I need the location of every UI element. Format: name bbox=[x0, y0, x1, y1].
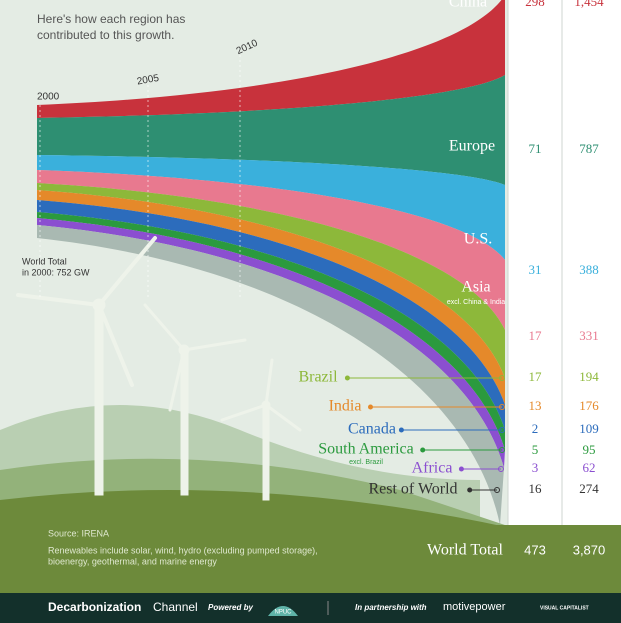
stream-band bbox=[37, 200, 505, 430]
value-2023: 95 bbox=[583, 442, 596, 457]
value-2023: 109 bbox=[579, 421, 599, 436]
value-2000: 71 bbox=[529, 141, 542, 156]
npuc: NPUC bbox=[274, 610, 292, 616]
stream-band bbox=[37, 170, 505, 330]
total-2000: 473 bbox=[524, 542, 546, 557]
powered: Powered by bbox=[208, 603, 253, 612]
stream-band bbox=[37, 155, 505, 260]
value-2000: 31 bbox=[529, 262, 542, 277]
value-2000: 298 bbox=[525, 0, 545, 9]
turbines bbox=[16, 236, 302, 501]
region-label: South America bbox=[318, 441, 414, 458]
leader-dot bbox=[499, 447, 505, 453]
region-label: China bbox=[449, 0, 487, 11]
npuc-logo bbox=[268, 606, 298, 616]
stream-band bbox=[37, 225, 504, 525]
region-sub: excl. China & India bbox=[447, 299, 505, 306]
leader-dot bbox=[499, 427, 505, 433]
leader-dot bbox=[498, 466, 504, 472]
value-2000: 16 bbox=[529, 481, 543, 496]
ground bbox=[0, 525, 621, 593]
value-2000: 3 bbox=[532, 460, 539, 475]
value-2000: 2 bbox=[532, 421, 539, 436]
value-2000: 17 bbox=[529, 369, 543, 384]
world-2000: World Total bbox=[22, 256, 67, 266]
stream-band bbox=[37, 183, 505, 378]
motive: motivepower bbox=[443, 601, 506, 613]
subtitle: Here's how each region has bbox=[37, 12, 185, 26]
value-2023: 331 bbox=[579, 328, 599, 343]
region-label: Africa bbox=[412, 460, 453, 477]
stream-band bbox=[37, 212, 505, 450]
region-label: Asia bbox=[461, 279, 490, 296]
note: bioenergy, geothermal, and marine energy bbox=[48, 556, 217, 566]
region-label: U.S. bbox=[464, 231, 492, 248]
world-2000: in 2000: 752 GW bbox=[22, 267, 90, 277]
region-sub: excl. Brazil bbox=[349, 459, 383, 466]
value-2023: 274 bbox=[579, 481, 599, 496]
leader-dot bbox=[499, 404, 505, 410]
brand: Channel bbox=[153, 600, 198, 614]
stream-band bbox=[37, 75, 505, 185]
year-label: 2000 bbox=[37, 92, 60, 103]
total-2023: 3,870 bbox=[573, 542, 606, 557]
value-2023: 176 bbox=[579, 398, 599, 413]
year-label: 2005 bbox=[136, 73, 160, 88]
note: Renewables include solar, wind, hydro (e… bbox=[48, 545, 318, 555]
region-label: India bbox=[329, 398, 362, 415]
value-2023: 194 bbox=[579, 369, 599, 384]
footer-bar bbox=[0, 593, 621, 623]
region-label: Rest of World bbox=[368, 481, 457, 498]
stream-band bbox=[37, 0, 505, 118]
region-label: Europe bbox=[449, 138, 495, 155]
value-2023: 62 bbox=[583, 460, 596, 475]
leader-dot bbox=[499, 375, 505, 381]
total-label: World Total bbox=[427, 542, 504, 559]
subtitle: contributed to this growth. bbox=[37, 28, 174, 42]
region-label: Canada bbox=[348, 421, 396, 438]
stream-band bbox=[37, 190, 505, 405]
partner: In partnership with bbox=[355, 603, 427, 612]
vc: VISUAL CAPITALIST bbox=[540, 605, 589, 611]
value-2000: 17 bbox=[529, 328, 543, 343]
ground bbox=[0, 490, 520, 530]
leader-dot bbox=[494, 487, 500, 493]
value-2023: 1,454 bbox=[574, 0, 604, 9]
value-2023: 388 bbox=[579, 262, 599, 277]
brand: Decarbonization bbox=[48, 600, 141, 614]
value-2000: 5 bbox=[532, 442, 539, 457]
region-label: Brazil bbox=[298, 369, 338, 386]
source: Source: IRENA bbox=[48, 528, 109, 538]
table-bg bbox=[508, 0, 621, 530]
value-2000: 13 bbox=[529, 398, 542, 413]
stream-band bbox=[37, 218, 505, 468]
value-2023: 787 bbox=[579, 141, 599, 156]
